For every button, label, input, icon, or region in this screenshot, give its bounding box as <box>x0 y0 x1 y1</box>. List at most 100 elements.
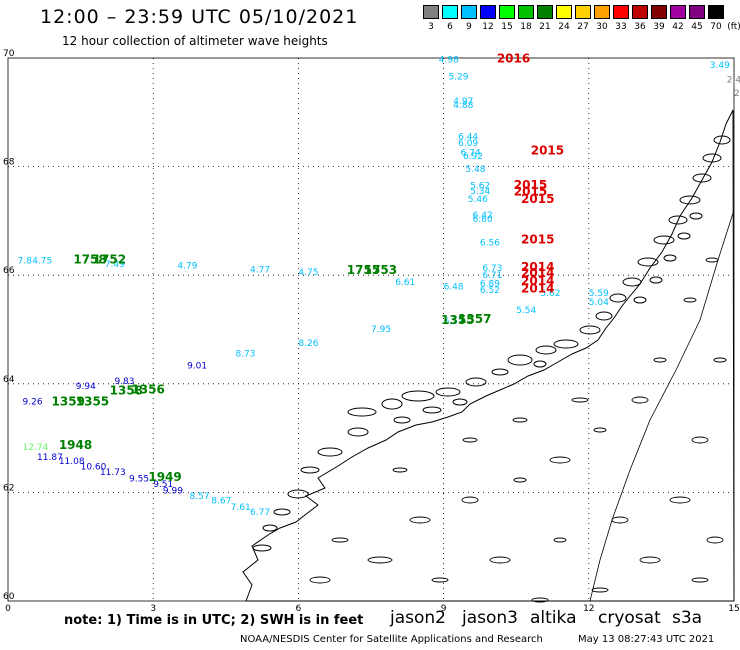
scale-swatch <box>442 5 458 19</box>
island-shape <box>663 254 677 262</box>
island-shape <box>317 447 343 457</box>
swh-value-label: 9.83 <box>114 377 134 387</box>
swh-value-label: 6.57 <box>444 317 464 327</box>
swh-value-label: 9.99 <box>163 486 183 496</box>
lake-shape <box>431 577 449 583</box>
lat-tick-label: 68 <box>3 158 15 168</box>
island-shape <box>347 407 377 417</box>
coastal-islands <box>252 135 731 552</box>
swh-value-label: 4.75 <box>298 268 318 278</box>
scale-swatch <box>537 5 553 19</box>
scale-label: 36 <box>634 22 646 32</box>
scale-swatch <box>518 5 534 19</box>
lake-shape <box>331 537 349 543</box>
pass-time-label: 2014 <box>521 282 554 296</box>
legend-jason2: jason2 <box>390 608 446 628</box>
island-shape <box>653 235 675 245</box>
lat-lon-grid <box>8 58 734 601</box>
pass-time-label: 2015 <box>531 144 564 158</box>
island-shape <box>435 387 461 397</box>
lake-shape <box>691 436 709 444</box>
island-shape <box>649 276 663 284</box>
swh-value-label: 4.79 <box>177 262 197 272</box>
scale-swatch <box>708 5 724 19</box>
island-shape <box>668 215 688 225</box>
lake-shape <box>669 496 691 504</box>
swh-value-label: 8.67 <box>211 496 231 506</box>
edge-swh-label: 3.49 <box>710 61 730 71</box>
map-title: 12:00 – 23:59 UTC 05/10/2021 <box>40 6 359 28</box>
swh-value-label: 6.09 <box>458 139 478 149</box>
swh-value-label: 6.77 <box>250 508 270 518</box>
lon-tick-label: 15 <box>728 604 739 614</box>
pass-time-label: 1356 <box>131 383 164 397</box>
swh-value-label: 9.01 <box>187 362 207 372</box>
island-shape <box>465 377 487 387</box>
swh-value-label: 7.61 <box>231 503 251 513</box>
island-shape <box>347 427 369 437</box>
swh-value-label: 5.54 <box>516 306 536 316</box>
lon-tick-label: 9 <box>441 604 447 614</box>
scale-swatch <box>480 5 496 19</box>
swh-value-label: 6.52 <box>480 286 500 296</box>
axis-tick-labels: 0 3 6 9 12 15 60 62 64 66 68 70 <box>3 49 740 614</box>
island-shape <box>401 390 435 402</box>
scale-label: 33 <box>615 22 627 32</box>
scale-swatch <box>689 5 705 19</box>
island-shape <box>609 293 627 303</box>
lake-shape <box>462 437 478 443</box>
pass-time-label: 1948 <box>59 438 92 452</box>
lake-shape <box>683 297 697 303</box>
swh-value-label: 6.44 <box>458 132 478 142</box>
lake-shape <box>653 357 667 363</box>
pass-time-label: 2015 <box>521 192 554 206</box>
swh-value-label: 4.88 <box>453 101 473 111</box>
pass-time-label: 2014 <box>521 274 554 288</box>
swh-value-label: 6.60 <box>473 215 493 225</box>
island-shape <box>692 173 712 183</box>
lon-tick-label: 12 <box>583 604 594 614</box>
pass-time-label: 1753 <box>364 263 397 277</box>
scale-label: 21 <box>539 22 551 32</box>
swh-value-label: 5.04 <box>589 298 609 308</box>
swh-value-label: 11.73 <box>100 468 126 478</box>
scale-label: 15 <box>501 22 513 32</box>
swh-value-label: 7.95 <box>371 325 391 335</box>
generation-timestamp: May 13 08:27:43 UTC 2021 <box>578 634 715 645</box>
scale-swatch <box>651 5 667 19</box>
lake-shape <box>571 397 589 403</box>
island-shape <box>677 232 691 240</box>
lake-shape <box>549 456 571 464</box>
island-shape <box>579 325 601 335</box>
island-shape <box>262 524 278 532</box>
lake-shape <box>705 257 719 263</box>
scale-swatch <box>575 5 591 19</box>
edge-swh-label: 2 <box>734 89 740 99</box>
lat-tick-label: 70 <box>3 49 15 59</box>
scale-label: 27 <box>577 22 589 32</box>
legend-jason3: jason3 <box>462 608 518 628</box>
lake-shape <box>639 556 661 564</box>
pass-time-label: 1752 <box>93 252 126 266</box>
swh-value-label: 6.61 <box>395 278 415 288</box>
inland-lakes <box>309 257 727 603</box>
scale-label: 6 <box>447 22 453 32</box>
pass-time-label: 2014 <box>521 266 554 280</box>
pass-time-label: 2015 <box>514 178 547 192</box>
swh-value-label: 5.59 <box>589 289 609 299</box>
lake-shape <box>489 556 511 564</box>
swh-value-label: 5.48 <box>465 165 485 175</box>
swh-value-label: 4.97 <box>453 97 473 107</box>
island-shape <box>622 277 642 287</box>
island-shape <box>535 345 557 355</box>
lake-shape <box>367 556 393 564</box>
scale-swatch <box>632 5 648 19</box>
lake-shape <box>409 516 431 524</box>
lon-tick-label: 6 <box>296 604 302 614</box>
island-shape <box>633 296 647 304</box>
inland-border <box>589 209 735 602</box>
lon-tick-label: 3 <box>150 604 156 614</box>
edge-swh-label: 2.40 <box>727 75 740 85</box>
swh-value-label: 12.74 <box>23 443 49 453</box>
pass-time-label: 1359 <box>52 395 85 409</box>
